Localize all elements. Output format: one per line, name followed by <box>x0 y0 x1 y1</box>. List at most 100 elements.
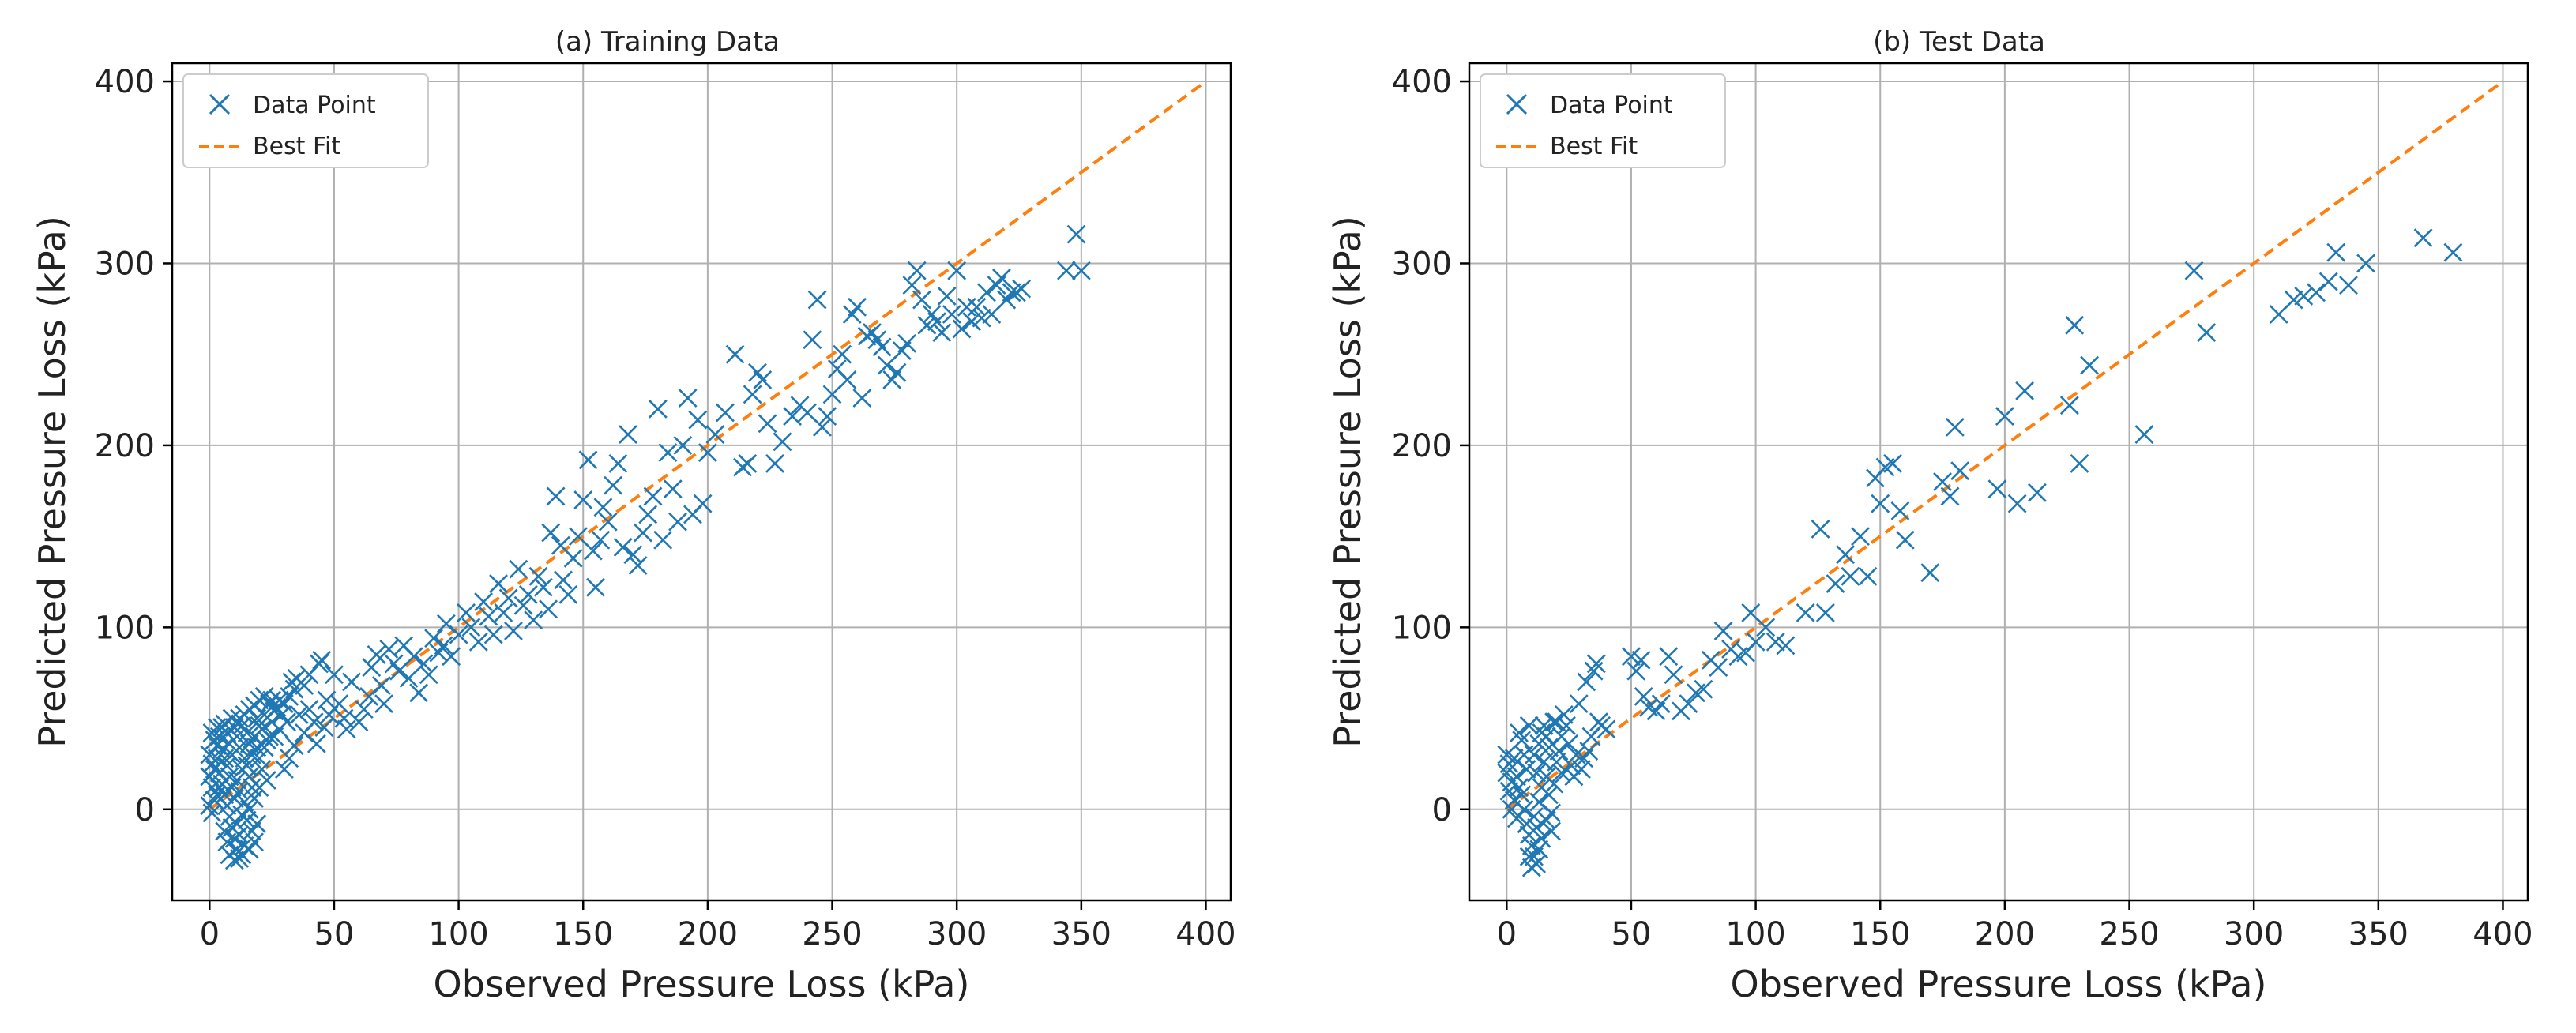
data-point <box>533 577 553 597</box>
x-tick-label: 0 <box>1497 916 1517 952</box>
data-point <box>247 814 267 834</box>
data-point <box>1527 817 1547 837</box>
x-tick-label: 350 <box>1051 916 1111 952</box>
data-point <box>329 694 349 714</box>
data-point <box>2356 254 2375 273</box>
data-point <box>215 821 235 841</box>
data-point <box>367 644 386 664</box>
data-point <box>230 781 250 801</box>
data-point <box>822 385 842 404</box>
data-point <box>1544 774 1564 794</box>
data-point <box>1940 486 1960 506</box>
data-point <box>334 708 354 728</box>
data-point <box>937 287 957 306</box>
data-point <box>877 355 897 375</box>
data-point <box>917 315 937 335</box>
data-point <box>1562 756 1581 776</box>
data-point <box>304 712 324 732</box>
data-point <box>1504 749 1524 768</box>
data-point <box>1517 760 1536 779</box>
data-point <box>468 632 488 652</box>
data-point <box>1871 494 1890 513</box>
data-point <box>1766 632 1785 652</box>
y-tick-label: 100 <box>1392 610 1452 646</box>
data-point <box>947 261 967 280</box>
data-point <box>489 574 508 593</box>
data-point <box>619 425 637 445</box>
y-tick-label: 0 <box>1432 792 1452 828</box>
data-point <box>1995 407 2014 426</box>
data-point <box>1497 763 1517 783</box>
y-tick-label: 100 <box>95 610 155 646</box>
data-point <box>1596 719 1616 739</box>
data-point <box>1651 694 1671 714</box>
data-point <box>1557 716 1576 735</box>
x-tick-label: 250 <box>2099 916 2159 952</box>
data-point <box>872 337 892 357</box>
data-point <box>312 650 332 670</box>
data-point <box>2080 355 2100 375</box>
x-axis-label: Observed Pressure Loss (kPa) <box>1731 963 2267 1005</box>
legend-x-marker-icon <box>209 93 231 115</box>
data-point <box>2326 242 2346 262</box>
data-point <box>1536 727 1556 746</box>
data-point <box>623 545 643 565</box>
data-point <box>2070 454 2089 473</box>
data-point <box>902 276 922 295</box>
data-point <box>1826 574 1845 593</box>
data-point <box>212 718 231 738</box>
data-point <box>593 498 613 517</box>
data-point <box>693 494 713 513</box>
data-point <box>295 676 314 696</box>
data-point <box>1626 661 1646 681</box>
data-point <box>2197 323 2217 342</box>
data-point <box>927 312 946 332</box>
data-point <box>673 435 693 455</box>
data-point <box>1012 279 1032 299</box>
data-point <box>207 749 227 768</box>
data-point <box>2339 276 2358 295</box>
panel-training: (a) Training Data 0 50 100 150 200 250 300 350 4… <box>31 26 1236 1005</box>
data-point <box>962 312 982 332</box>
panel-test: (b) Test Data 0 50 100 150 200 250 300 350 400 0 1… <box>1326 26 2533 1005</box>
data-point <box>852 389 872 408</box>
data-point <box>371 676 391 696</box>
data-point <box>1664 665 1683 685</box>
data-point <box>1634 686 1653 706</box>
x-tick-label: 100 <box>428 916 488 952</box>
data-point <box>972 308 991 328</box>
data-point <box>1631 650 1651 670</box>
data-point <box>1586 654 1606 674</box>
data-point <box>743 385 762 404</box>
data-point <box>1746 632 1766 652</box>
data-point <box>1811 519 1830 539</box>
data-point <box>798 403 817 423</box>
data-point <box>1525 745 1544 764</box>
data-point <box>803 330 822 350</box>
data-point <box>436 614 456 633</box>
grid <box>1469 63 2528 900</box>
data-point <box>314 718 334 738</box>
x-tick-label: 0 <box>200 916 220 952</box>
data-point <box>591 530 611 550</box>
data-point <box>228 814 246 834</box>
data-point <box>638 505 658 524</box>
data-point <box>498 588 518 608</box>
x-tick-label: 150 <box>553 916 613 952</box>
data-point <box>362 658 382 677</box>
data-point <box>688 410 708 430</box>
data-point <box>583 541 603 561</box>
data-point <box>414 654 434 674</box>
legend: Data Point Best Fit <box>1480 73 1726 168</box>
data-point <box>663 479 683 499</box>
legend-x-marker-icon <box>1506 93 1528 115</box>
data-point <box>1895 530 1915 550</box>
data-point <box>2284 290 2303 310</box>
data-point <box>897 333 917 353</box>
data-point <box>239 799 259 819</box>
data-point <box>289 705 309 724</box>
data-point <box>479 607 498 626</box>
data-point <box>1569 694 1589 714</box>
data-point <box>604 475 622 495</box>
data-point <box>1851 527 1870 547</box>
